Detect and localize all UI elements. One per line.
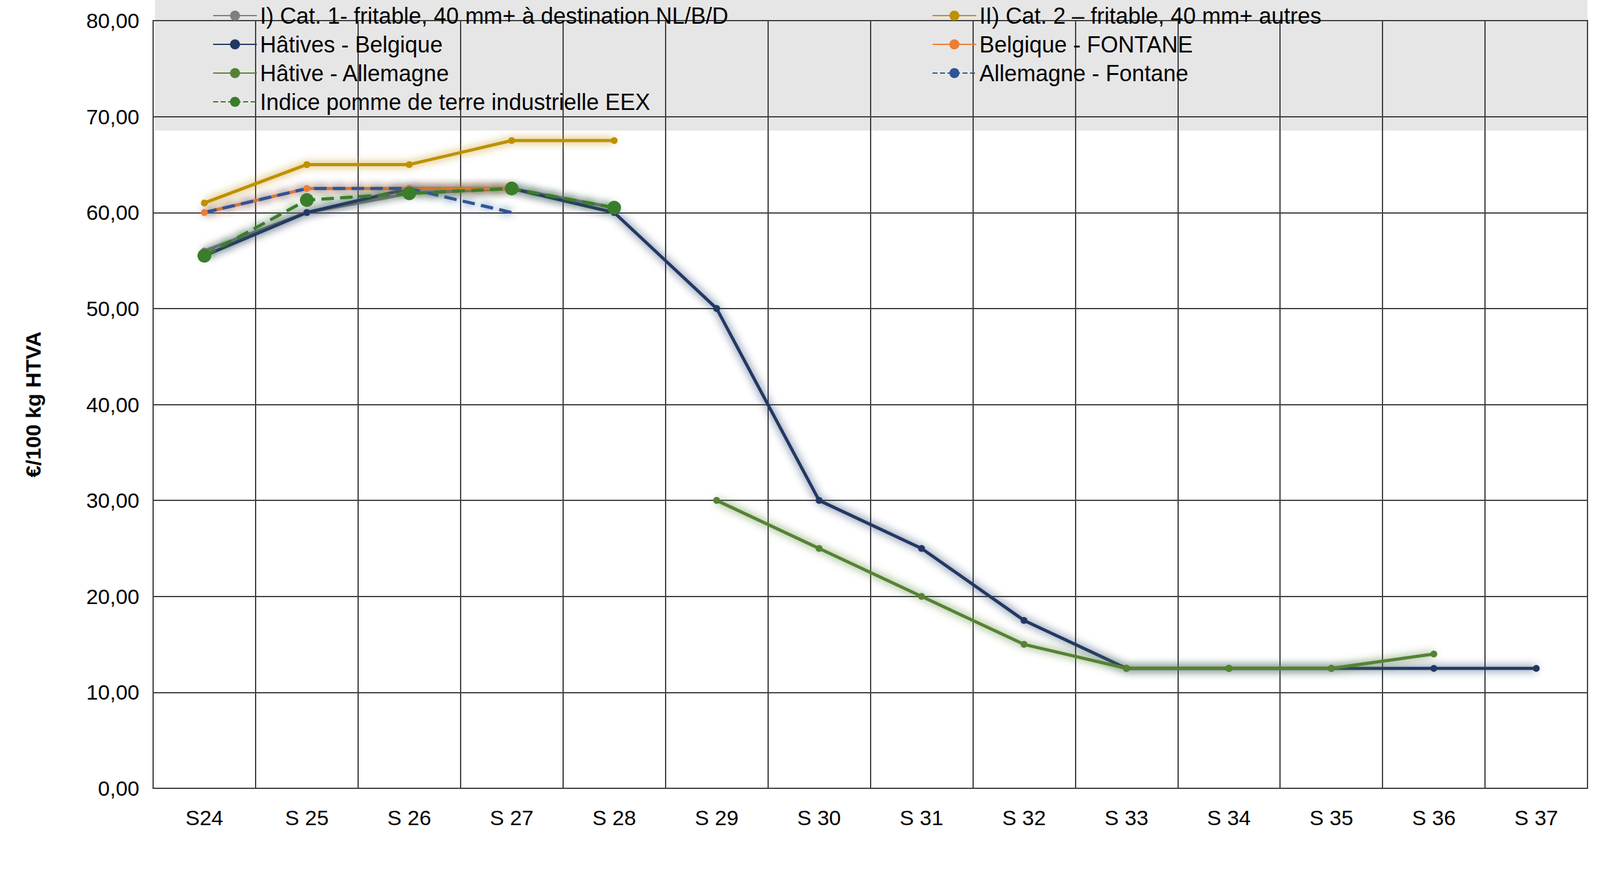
svg-text:S 37: S 37 — [1514, 806, 1559, 830]
svg-text:80,00: 80,00 — [86, 8, 140, 33]
svg-text:S 27: S 27 — [490, 806, 534, 830]
svg-text:60,00: 60,00 — [86, 200, 140, 225]
svg-text:S 33: S 33 — [1104, 806, 1149, 830]
svg-text:Hâtives - Belgique: Hâtives - Belgique — [260, 31, 443, 58]
svg-text:Allemagne - Fontane: Allemagne - Fontane — [979, 60, 1189, 87]
svg-text:0,00: 0,00 — [98, 776, 140, 801]
svg-text:10,00: 10,00 — [86, 680, 140, 705]
svg-text:30,00: 30,00 — [86, 488, 140, 513]
svg-text:S 32: S 32 — [1001, 806, 1046, 830]
svg-text:II) Cat. 2 – fritable, 40 mm+: II) Cat. 2 – fritable, 40 mm+ autres — [979, 3, 1322, 29]
svg-text:S 26: S 26 — [387, 806, 432, 830]
svg-text:S 30: S 30 — [797, 806, 842, 830]
svg-text:40,00: 40,00 — [86, 393, 140, 417]
svg-text:S 34: S 34 — [1206, 806, 1251, 830]
svg-text:S 25: S 25 — [285, 806, 329, 830]
svg-text:Hâtive - Allemagne: Hâtive - Allemagne — [260, 60, 449, 87]
svg-text:€/100 kg HTVA: €/100 kg HTVA — [21, 331, 45, 479]
svg-text:S 35: S 35 — [1309, 806, 1354, 830]
svg-text:S 29: S 29 — [695, 806, 739, 830]
svg-text:S 28: S 28 — [592, 806, 637, 830]
svg-text:Indice pomme de terre industri: Indice pomme de terre industrielle EEX — [260, 89, 650, 115]
svg-text:50,00: 50,00 — [86, 296, 140, 321]
svg-text:I) Cat. 1- fritable, 40 mm+ à: I) Cat. 1- fritable, 40 mm+ à destinatio… — [260, 3, 729, 29]
svg-text:70,00: 70,00 — [86, 105, 140, 129]
svg-text:Belgique - FONTANE: Belgique - FONTANE — [979, 31, 1193, 58]
svg-text:S 31: S 31 — [899, 806, 944, 830]
svg-text:S24: S24 — [185, 806, 224, 830]
svg-text:20,00: 20,00 — [86, 585, 140, 609]
svg-text:S 36: S 36 — [1411, 806, 1456, 830]
